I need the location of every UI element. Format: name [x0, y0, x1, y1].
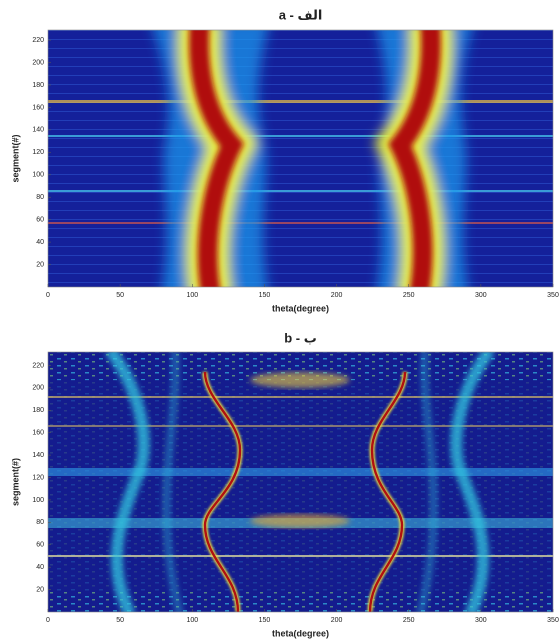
chart-title: a - الف [279, 7, 323, 22]
x-tick-label: 150 [259, 617, 271, 624]
x-axis-label: theta(degree) [272, 303, 329, 313]
y-tick-label: 60 [36, 217, 44, 224]
x-tick-label: 100 [186, 292, 198, 299]
y-tick-label: 80 [36, 194, 44, 201]
heatmap-a [48, 30, 553, 287]
y-tick-label: 140 [32, 452, 44, 459]
y-tick-label: 180 [32, 407, 44, 414]
plot-frame [47, 29, 554, 288]
x-axis-label: theta(degree) [272, 628, 329, 638]
y-tick-label: 120 [32, 149, 44, 156]
y-tick-label: 100 [32, 497, 44, 504]
x-tick-label: 350 [547, 617, 559, 624]
y-axis-label: segment(#) [10, 134, 20, 182]
y-tick-label: 20 [36, 586, 44, 593]
y-tick-label: 80 [36, 519, 44, 526]
y-tick-label: 100 [32, 172, 44, 179]
y-tick-label: 200 [32, 385, 44, 392]
y-tick-label: 140 [32, 127, 44, 134]
plot-frame [47, 351, 554, 613]
y-tick-label: 40 [36, 239, 44, 246]
y-axis-label: segment(#) [10, 458, 20, 506]
x-tick-label: 200 [331, 292, 343, 299]
x-tick-label: 50 [116, 617, 124, 624]
x-tick-label: 150 [259, 292, 271, 299]
x-tick-label: 250 [403, 292, 415, 299]
x-tick-label: 100 [186, 617, 198, 624]
y-tick-label: 20 [36, 261, 44, 268]
y-tick-label: 160 [32, 430, 44, 437]
y-tick-label: 200 [32, 59, 44, 66]
x-tick-label: 0 [46, 292, 50, 299]
x-tick-label: 0 [46, 617, 50, 624]
y-tick-label: 120 [32, 474, 44, 481]
y-tick-label: 220 [32, 362, 44, 369]
x-tick-label: 300 [475, 292, 487, 299]
heatmap-b [48, 352, 553, 612]
y-tick-label: 40 [36, 564, 44, 571]
y-tick-label: 160 [32, 104, 44, 111]
x-tick-label: 250 [403, 617, 415, 624]
x-tick-label: 50 [116, 292, 124, 299]
y-tick-label: 180 [32, 82, 44, 89]
x-tick-label: 300 [475, 617, 487, 624]
y-tick-label: 60 [36, 542, 44, 549]
chart-title: b - ب [284, 330, 317, 345]
y-tick-label: 220 [32, 37, 44, 44]
x-tick-label: 350 [547, 292, 559, 299]
x-tick-label: 200 [331, 617, 343, 624]
